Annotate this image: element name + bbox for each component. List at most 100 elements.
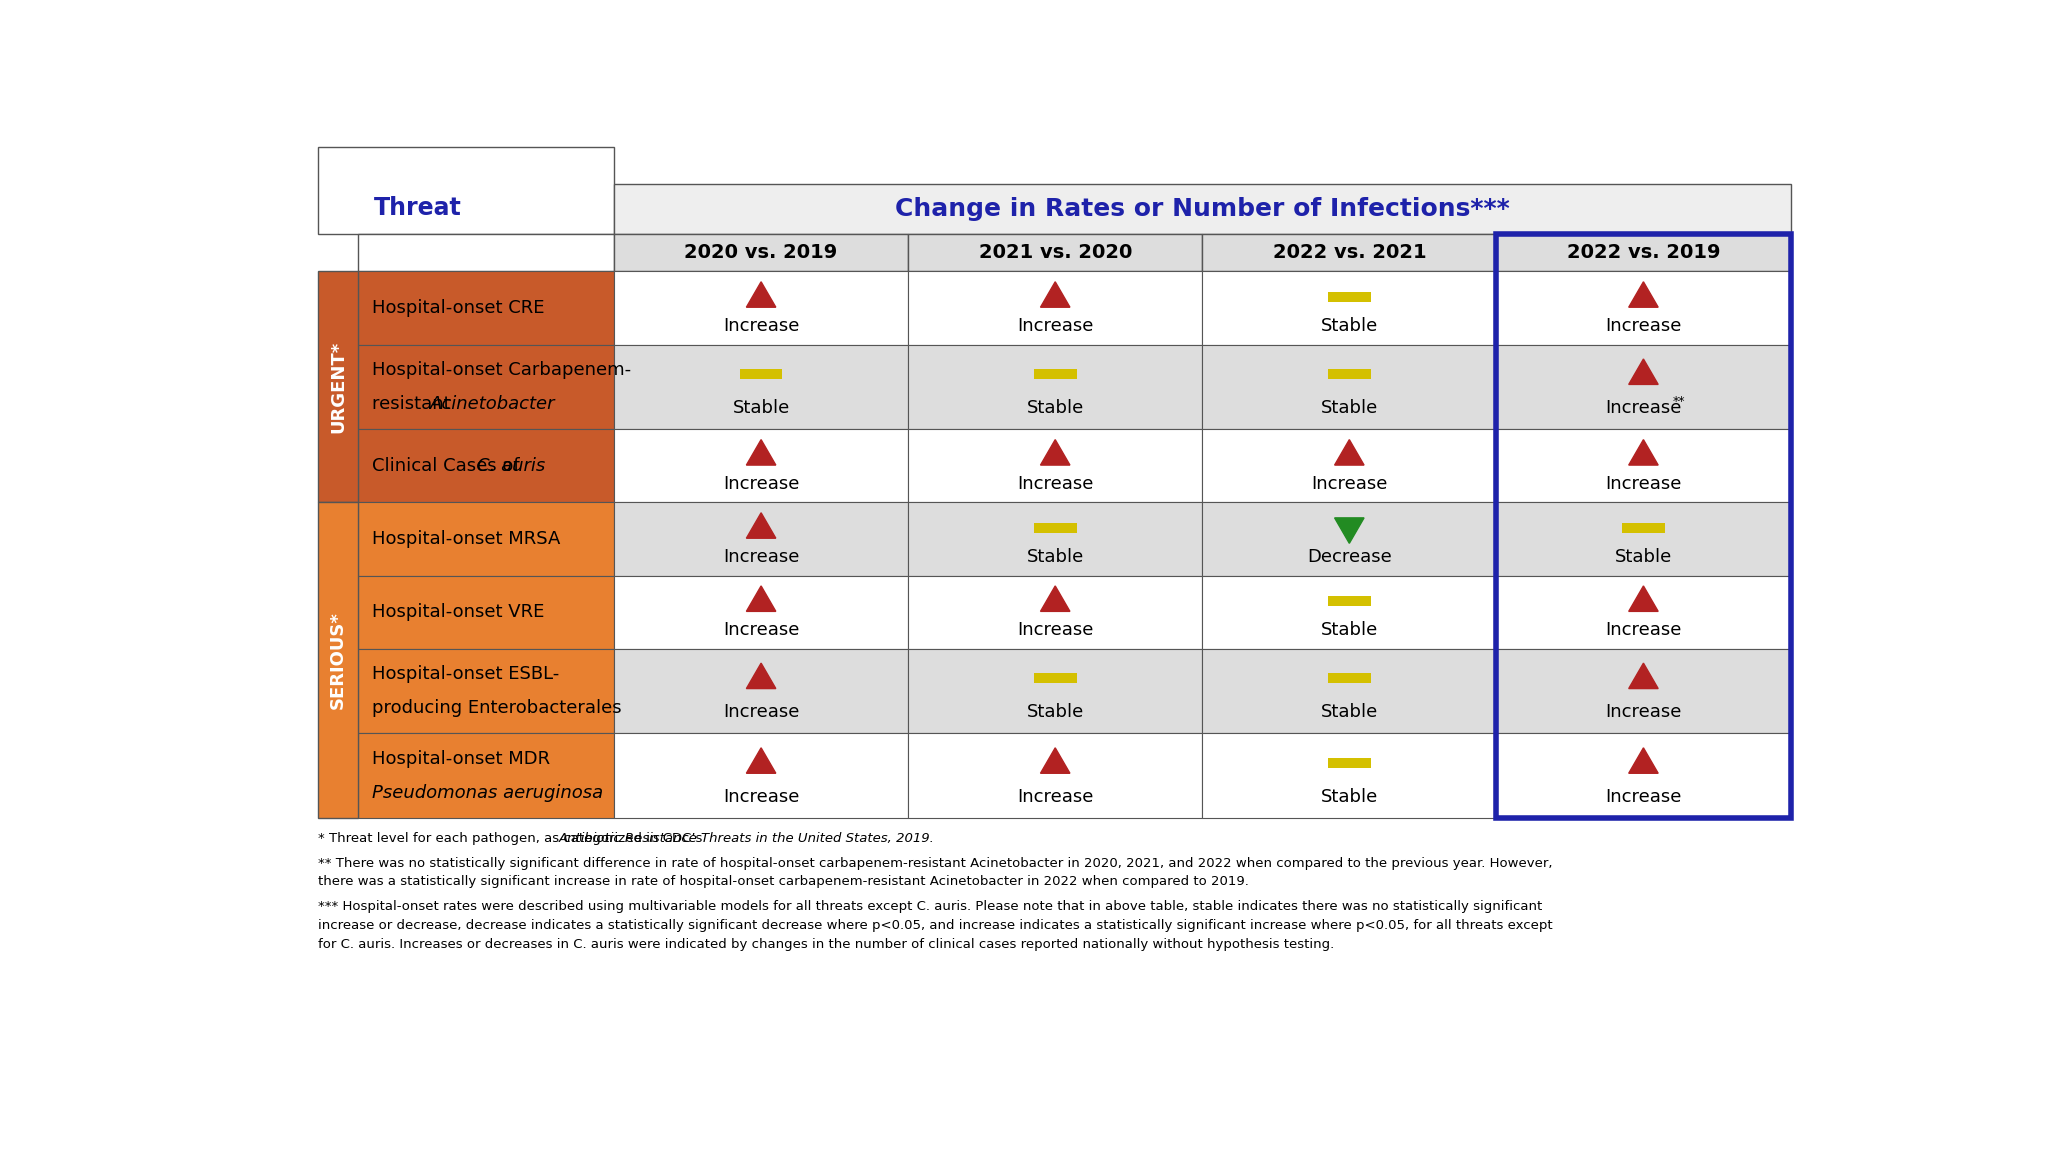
Bar xyxy=(1034,674,1077,683)
Text: Increase: Increase xyxy=(1018,788,1094,806)
Bar xyxy=(614,576,907,649)
Bar xyxy=(1327,597,1370,606)
Bar xyxy=(614,734,907,818)
Text: Stable: Stable xyxy=(1321,317,1378,335)
Bar xyxy=(1497,430,1790,502)
Text: **: ** xyxy=(1673,395,1686,409)
Text: Increase: Increase xyxy=(1018,317,1094,335)
Text: 2020 vs. 2019: 2020 vs. 2019 xyxy=(684,243,838,263)
Polygon shape xyxy=(1628,748,1659,773)
Text: *** Hospital-onset rates were described using multivariable models for all threa: *** Hospital-onset rates were described … xyxy=(317,900,1552,950)
Bar xyxy=(1622,523,1665,533)
Text: Increase: Increase xyxy=(723,317,799,335)
Text: C. auris: C. auris xyxy=(477,457,545,475)
Text: Increase: Increase xyxy=(723,548,799,567)
Bar xyxy=(317,147,614,235)
Bar xyxy=(614,344,907,430)
Bar xyxy=(1327,674,1370,683)
Text: Increase: Increase xyxy=(1606,703,1681,721)
Bar xyxy=(907,734,1202,818)
Bar xyxy=(358,235,614,272)
Text: Increase: Increase xyxy=(723,621,799,639)
Bar xyxy=(907,576,1202,649)
Text: producing Enterobacterales: producing Enterobacterales xyxy=(373,699,623,717)
Text: Hospital-onset MRSA: Hospital-onset MRSA xyxy=(373,530,561,548)
Bar xyxy=(358,272,614,344)
Bar xyxy=(1202,235,1497,272)
Polygon shape xyxy=(745,440,776,465)
Text: Increase: Increase xyxy=(1018,475,1094,493)
Polygon shape xyxy=(1628,359,1659,385)
Bar xyxy=(614,272,907,344)
Polygon shape xyxy=(1628,586,1659,612)
Bar xyxy=(907,430,1202,502)
Text: Increase: Increase xyxy=(1606,399,1681,417)
Bar xyxy=(358,344,614,430)
Polygon shape xyxy=(745,586,776,612)
Text: Stable: Stable xyxy=(733,399,791,417)
Text: resistant: resistant xyxy=(373,395,457,412)
Bar xyxy=(1497,576,1790,649)
Text: Increase: Increase xyxy=(1606,475,1681,493)
Text: Stable: Stable xyxy=(1026,548,1083,567)
Bar xyxy=(1497,344,1790,430)
Text: Hospital-onset VRE: Hospital-onset VRE xyxy=(373,604,545,621)
Polygon shape xyxy=(745,513,776,538)
Text: 2022 vs. 2021: 2022 vs. 2021 xyxy=(1272,243,1425,263)
Bar xyxy=(1497,734,1790,818)
Text: Antibiotic Resistance Threats in the United States, 2019.: Antibiotic Resistance Threats in the Uni… xyxy=(559,832,934,846)
Bar xyxy=(907,502,1202,576)
Bar xyxy=(614,649,907,734)
Bar xyxy=(317,502,358,818)
Text: Hospital-onset MDR: Hospital-onset MDR xyxy=(373,750,551,768)
Text: Clinical Cases of: Clinical Cases of xyxy=(373,457,526,475)
Polygon shape xyxy=(1335,518,1364,544)
Bar xyxy=(358,502,614,576)
Bar xyxy=(1327,758,1370,768)
Text: Stable: Stable xyxy=(1321,788,1378,806)
Bar xyxy=(358,734,614,818)
Bar xyxy=(1202,649,1497,734)
Bar xyxy=(1497,272,1790,344)
Text: 2022 vs. 2019: 2022 vs. 2019 xyxy=(1567,243,1720,263)
Bar xyxy=(614,502,907,576)
Polygon shape xyxy=(745,748,776,773)
Text: 2021 vs. 2020: 2021 vs. 2020 xyxy=(979,243,1133,263)
Text: Increase: Increase xyxy=(1018,621,1094,639)
Text: Change in Rates or Number of Infections***: Change in Rates or Number of Infections*… xyxy=(895,197,1509,221)
Polygon shape xyxy=(1040,586,1069,612)
Bar xyxy=(739,370,782,379)
Text: Stable: Stable xyxy=(1026,703,1083,721)
Bar xyxy=(1202,430,1497,502)
Text: Hospital-onset Carbapenem-: Hospital-onset Carbapenem- xyxy=(373,361,631,379)
Bar xyxy=(1497,502,1790,576)
Polygon shape xyxy=(1040,440,1069,465)
Text: Decrease: Decrease xyxy=(1307,548,1393,567)
Bar xyxy=(317,272,358,502)
Text: Increase: Increase xyxy=(723,788,799,806)
Bar xyxy=(1497,235,1790,272)
Text: Increase: Increase xyxy=(723,703,799,721)
Bar xyxy=(907,649,1202,734)
Polygon shape xyxy=(1040,282,1069,308)
Bar xyxy=(1497,649,1790,734)
Bar xyxy=(1497,235,1790,818)
Bar xyxy=(907,235,1202,272)
Bar xyxy=(1034,523,1077,533)
Polygon shape xyxy=(1040,748,1069,773)
Text: Stable: Stable xyxy=(1321,703,1378,721)
Text: URGENT*: URGENT* xyxy=(330,341,348,433)
Text: Acinetobacter: Acinetobacter xyxy=(430,395,555,412)
Text: Increase: Increase xyxy=(1606,317,1681,335)
Bar xyxy=(1034,370,1077,379)
Bar xyxy=(614,430,907,502)
Bar xyxy=(358,649,614,734)
Text: SERIOUS*: SERIOUS* xyxy=(330,612,348,710)
Polygon shape xyxy=(745,664,776,689)
Bar xyxy=(1202,272,1497,344)
Text: Increase: Increase xyxy=(723,475,799,493)
Text: Stable: Stable xyxy=(1026,399,1083,417)
Polygon shape xyxy=(1335,440,1364,465)
Polygon shape xyxy=(1628,440,1659,465)
Polygon shape xyxy=(1628,664,1659,689)
